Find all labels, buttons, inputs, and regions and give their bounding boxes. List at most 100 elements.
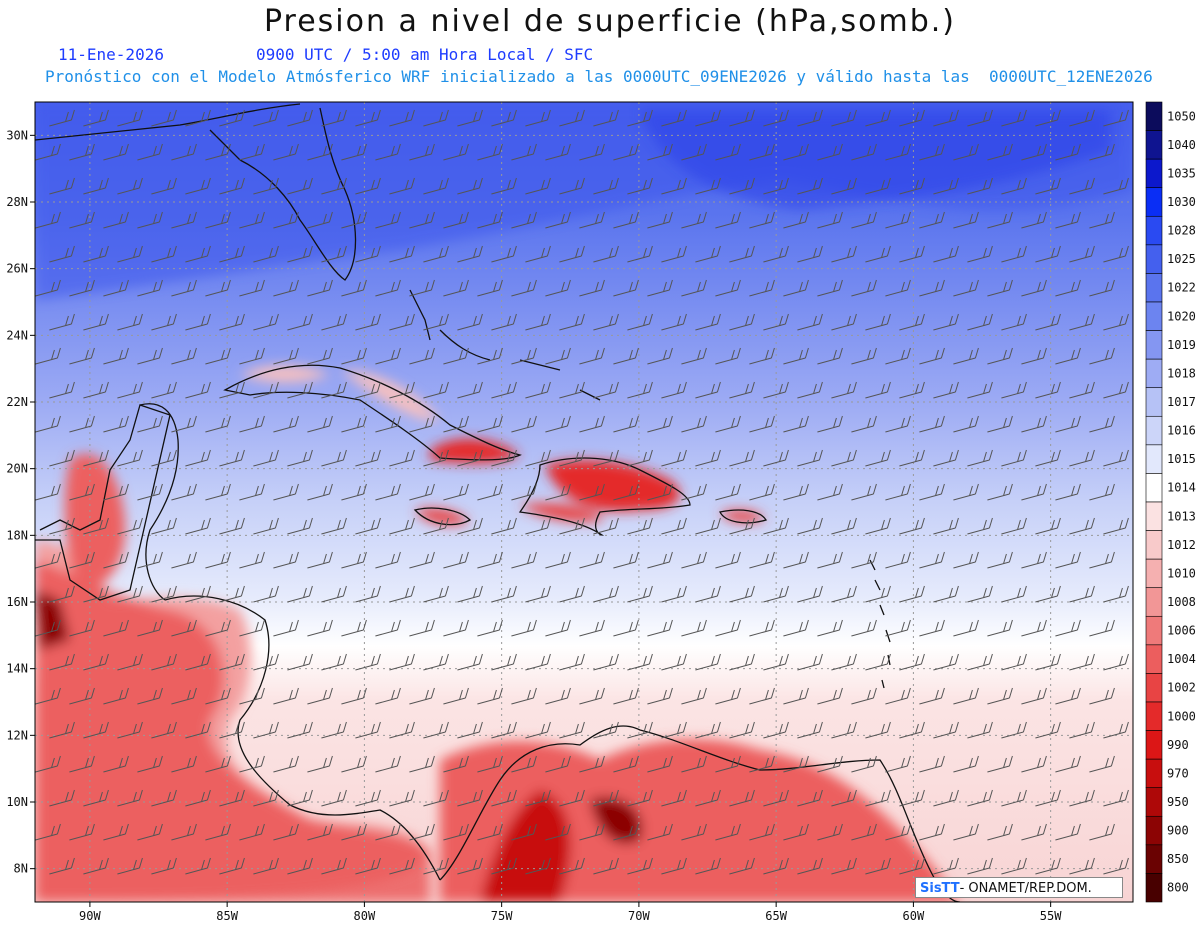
colorbar-label: 1019: [1167, 338, 1196, 352]
wind-barb: [899, 585, 925, 603]
wind-barb: [103, 619, 129, 637]
wind-barb: [1035, 381, 1061, 399]
wind-barb: [729, 653, 755, 671]
wind-barb: [559, 313, 585, 331]
wind-barb: [491, 381, 517, 399]
wind-barb: [885, 279, 911, 297]
wind-barb: [933, 109, 959, 127]
wind-barb: [763, 857, 789, 875]
wind-barb: [1035, 585, 1061, 603]
wind-barb: [511, 483, 537, 501]
wind-barb: [967, 313, 993, 331]
wind-barb: [69, 619, 95, 637]
wind-barb: [715, 755, 741, 773]
wind-barb: [525, 789, 551, 807]
wind-barb: [35, 823, 61, 841]
wind-barb: [443, 143, 469, 161]
wind-barb: [749, 483, 775, 501]
wind-barb: [647, 755, 673, 773]
wind-barb: [171, 143, 197, 161]
wind-barb: [443, 551, 469, 569]
wind-barb: [695, 177, 721, 195]
wind-barb: [885, 755, 911, 773]
wind-barb: [239, 551, 265, 569]
wind-barb: [491, 177, 517, 195]
wind-barb: [219, 381, 245, 399]
wind-barb: [151, 109, 177, 127]
wind-barbs: [35, 109, 1129, 875]
wind-barb: [287, 381, 313, 399]
wind-barb: [477, 347, 503, 365]
wind-barb: [205, 279, 231, 297]
wind-barb: [967, 245, 993, 263]
wind-barb: [613, 211, 639, 229]
wind-barb: [1001, 109, 1027, 127]
wind-barb: [511, 347, 537, 365]
wind-barb: [763, 449, 789, 467]
wind-barb: [899, 381, 925, 399]
wind-barb: [83, 313, 109, 331]
wind-barb: [1089, 483, 1115, 501]
wind-barb: [205, 143, 231, 161]
wind-barb: [253, 585, 279, 603]
wind-barb: [457, 653, 483, 671]
wind-barb: [627, 653, 653, 671]
lat-tick-label: 18N: [6, 528, 28, 542]
chart-title: Presion a nivel de superficie (hPa,somb.…: [263, 4, 957, 39]
wind-barb: [389, 313, 415, 331]
colorbar-label: 850: [1167, 852, 1189, 866]
grid-lines: [35, 102, 1133, 902]
lat-tick-label: 22N: [6, 395, 28, 409]
wind-barb: [627, 789, 653, 807]
wind-barb: [375, 211, 401, 229]
wind-barb: [151, 177, 177, 195]
wind-barb: [749, 755, 775, 773]
wind-barb: [1001, 653, 1027, 671]
wind-barb: [409, 551, 435, 569]
wind-barb: [899, 177, 925, 195]
wind-barb: [919, 279, 945, 297]
wind-barb: [545, 415, 571, 433]
wind-barb: [763, 245, 789, 263]
wind-barb: [341, 483, 367, 501]
wind-barb: [239, 619, 265, 637]
lat-tick-label: 12N: [6, 728, 28, 742]
wind-barb: [1021, 823, 1047, 841]
wind-barb: [137, 483, 163, 501]
wind-barb: [933, 313, 959, 331]
wind-barb: [729, 245, 755, 263]
colorbar-swatch: [1145, 787, 1163, 817]
wind-barb: [817, 279, 843, 297]
wind-barb: [287, 721, 313, 739]
wind-barb: [273, 279, 299, 297]
wind-barb: [749, 347, 775, 365]
wind-barb: [797, 313, 823, 331]
wind-barb: [409, 823, 435, 841]
wind-barb: [355, 653, 381, 671]
wind-barb: [783, 347, 809, 365]
wind-barb: [593, 381, 619, 399]
wind-barb: [1035, 245, 1061, 263]
wind-barb: [171, 483, 197, 501]
wind-barb: [797, 585, 823, 603]
wind-barb: [661, 245, 687, 263]
wind-barb: [783, 415, 809, 433]
wind-barb: [253, 789, 279, 807]
wind-barb: [457, 585, 483, 603]
lat-tick-label: 26N: [6, 262, 28, 276]
lat-tick-label: 20N: [6, 462, 28, 476]
wind-barb: [715, 279, 741, 297]
wind-barb: [987, 415, 1013, 433]
wind-barb: [273, 619, 299, 637]
wind-barb: [287, 585, 313, 603]
wind-barb: [355, 381, 381, 399]
wind-barb: [477, 483, 503, 501]
wind-barb: [681, 415, 707, 433]
wind-barb: [511, 415, 537, 433]
wind-barb: [715, 483, 741, 501]
wind-barb: [885, 551, 911, 569]
wind-barb: [1001, 789, 1027, 807]
colorbar-label: 1030: [1167, 195, 1196, 209]
wind-barb: [579, 347, 605, 365]
wind-barb: [205, 415, 231, 433]
